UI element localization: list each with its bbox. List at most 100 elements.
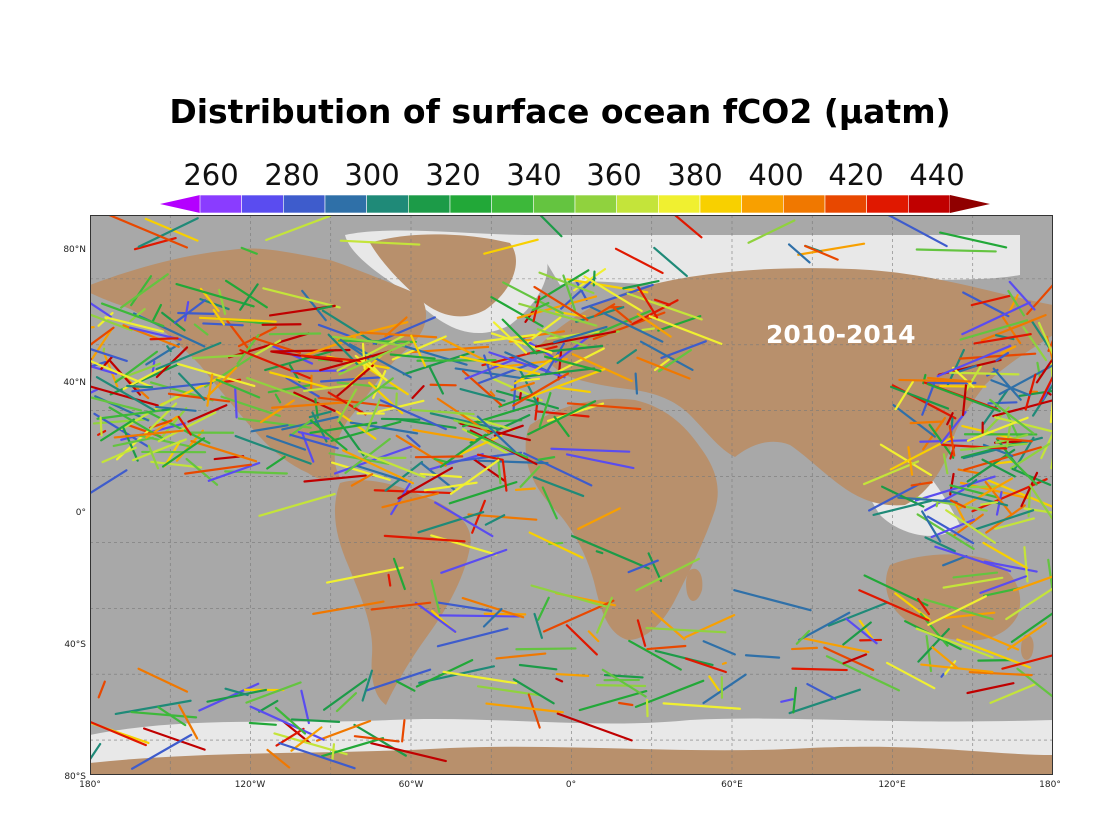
cruise-track (733, 589, 812, 612)
cruise-track (657, 315, 702, 332)
cruise-track (1012, 575, 1053, 592)
cruise-track (915, 627, 994, 659)
world-map (90, 215, 1053, 775)
cruise-track (361, 669, 374, 702)
cruise-track (555, 672, 590, 677)
cruise-track (433, 457, 449, 464)
cruise-track (653, 358, 670, 372)
cruise-track (90, 720, 147, 747)
cruise-track (142, 727, 206, 751)
cruise-track (254, 339, 282, 356)
cruise-track (265, 215, 332, 242)
cruise-track (339, 239, 421, 246)
cruise-track (190, 439, 258, 463)
cruise-track (516, 295, 598, 319)
colorbar-segment (616, 194, 659, 214)
cruise-track (359, 331, 438, 339)
cruise-track (648, 315, 723, 345)
cruise-track (212, 308, 225, 326)
cruise-track (1007, 289, 1025, 317)
cruise-track (357, 450, 426, 479)
cruise-track (416, 359, 497, 362)
colorbar-label: 400 (748, 158, 804, 192)
cruise-track (512, 372, 570, 407)
cruise-track (532, 476, 585, 498)
cruise-track (161, 437, 206, 468)
cruise-track (381, 492, 440, 509)
cruise-track (92, 418, 150, 425)
cruise-track (90, 359, 154, 389)
cruise-track (996, 437, 1033, 443)
cruise-track (218, 288, 227, 316)
cruise-track (96, 408, 169, 420)
cruise-track (894, 592, 931, 621)
cruise-track (863, 574, 929, 607)
cruise-track (137, 667, 189, 693)
cruise-track (267, 383, 313, 394)
cruise-track (90, 347, 128, 363)
cruise-track (934, 545, 1012, 573)
cruise-track (966, 478, 978, 488)
cruise-track (968, 671, 1033, 677)
cruise-track (259, 399, 295, 424)
cruise-track (791, 667, 848, 672)
cruise-track (501, 318, 538, 355)
cruise-track (823, 646, 875, 672)
cruise-track (795, 629, 811, 645)
cruise-track (146, 410, 211, 445)
cruise-track (616, 349, 638, 365)
cruise-track (445, 451, 523, 464)
cruise-track (962, 291, 1010, 318)
cruise-track (1022, 326, 1048, 362)
cruise-track (430, 534, 498, 556)
cruise-track (936, 344, 1012, 378)
cruise-track (483, 354, 493, 378)
cruise-track (365, 398, 382, 433)
cruise-track (1000, 313, 1022, 345)
cruise-track (442, 670, 518, 685)
cruise-track (273, 732, 348, 756)
cruise-track (402, 350, 475, 376)
cruise-track (90, 385, 159, 407)
cruise-track (578, 689, 648, 712)
cruise-track (587, 630, 600, 643)
cruise-track (956, 638, 1032, 669)
cruise-track (1016, 667, 1053, 698)
cruise-track (338, 341, 410, 376)
cruise-track (536, 410, 590, 418)
colorbar-label: 260 (183, 158, 239, 192)
cruise-track (303, 384, 353, 392)
colorbar-segment (449, 194, 492, 214)
cruise-track (380, 417, 421, 421)
cruise-track (336, 321, 409, 341)
cruise-track (529, 344, 604, 355)
cruise-track (541, 486, 558, 520)
cruise-track (887, 215, 948, 248)
cruise-track (515, 647, 577, 651)
cruise-track (336, 364, 374, 398)
cruise-track (438, 614, 520, 618)
cruise-track (961, 301, 1031, 336)
colorbar-segment (699, 194, 742, 214)
cruise-track (387, 573, 392, 587)
cruise-track (112, 436, 154, 447)
cruise-track (454, 367, 534, 381)
cruise-track (798, 611, 851, 642)
cruise-track (931, 646, 959, 669)
cruise-track (956, 364, 977, 374)
cruise-track (1020, 471, 1039, 508)
cruise-track (192, 354, 245, 360)
cruise-track (104, 316, 165, 333)
colorbar-labels: 260 280 300 320 340 360 380 400 420 440 (0, 158, 1120, 194)
cruise-track (889, 385, 950, 410)
cruise-track (636, 285, 659, 319)
cruise-track (206, 688, 268, 703)
cruise-track (337, 388, 358, 423)
cruise-track (350, 473, 374, 487)
cruise-track (320, 376, 381, 383)
cruise-track (166, 345, 172, 353)
cruise-track (175, 282, 255, 308)
cruise-track (973, 333, 1032, 345)
cruise-track (981, 458, 1016, 478)
colorbar-label: 420 (828, 158, 884, 192)
